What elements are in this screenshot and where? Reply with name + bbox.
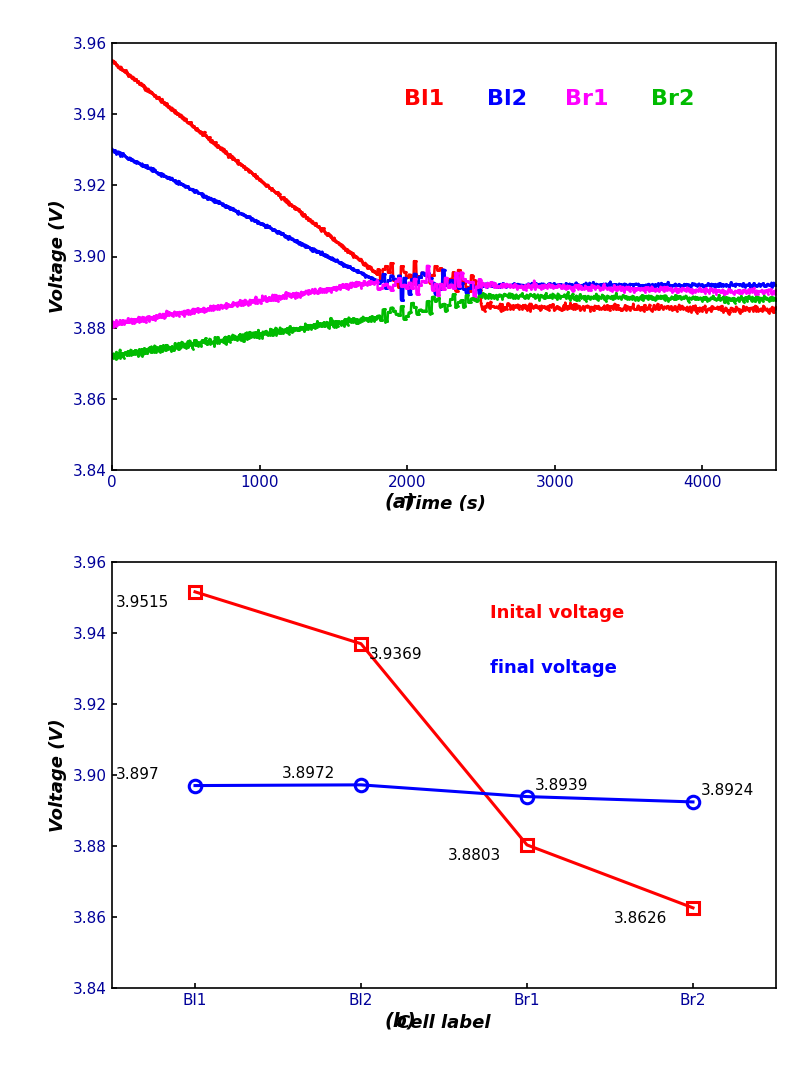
Y-axis label: Voltage (V): Voltage (V) <box>50 200 67 313</box>
Text: 3.8939: 3.8939 <box>535 778 589 793</box>
Text: (b): (b) <box>384 1011 416 1030</box>
Text: final voltage: final voltage <box>490 659 618 677</box>
Text: Br2: Br2 <box>651 89 694 109</box>
Text: Bl2: Bl2 <box>487 89 527 109</box>
Text: (a): (a) <box>385 492 415 512</box>
X-axis label: Cell label: Cell label <box>398 1014 490 1031</box>
Text: 3.8972: 3.8972 <box>282 767 334 781</box>
Text: 3.9369: 3.9369 <box>370 647 423 662</box>
Text: 3.9515: 3.9515 <box>115 595 169 610</box>
Text: 3.8803: 3.8803 <box>447 849 501 864</box>
Text: Br1: Br1 <box>565 89 609 109</box>
Text: Inital voltage: Inital voltage <box>490 604 625 622</box>
Text: Bl1: Bl1 <box>404 89 444 109</box>
Y-axis label: Voltage (V): Voltage (V) <box>50 718 67 832</box>
X-axis label: Time (s): Time (s) <box>402 496 486 513</box>
Text: 3.897: 3.897 <box>115 767 159 782</box>
Text: 3.8626: 3.8626 <box>614 912 666 927</box>
Text: 3.8924: 3.8924 <box>702 783 754 798</box>
